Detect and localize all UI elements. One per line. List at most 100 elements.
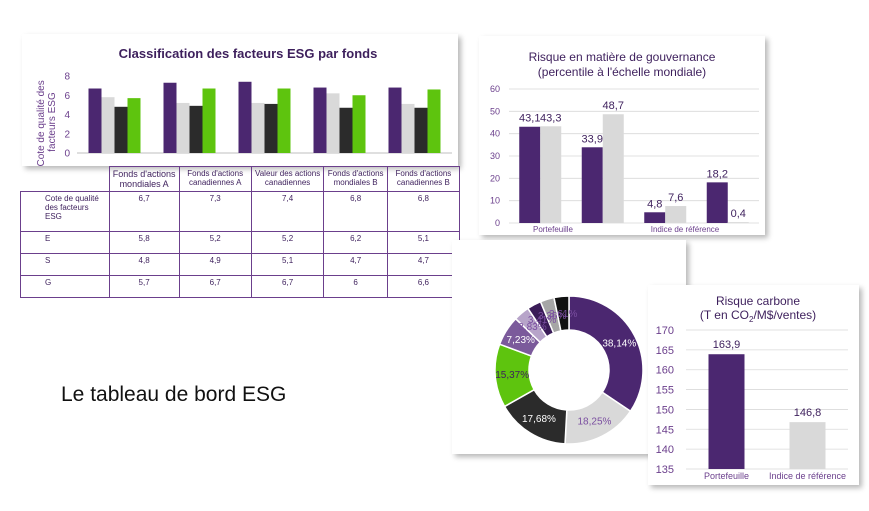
carbon-y-tick-label: 140 <box>656 444 674 456</box>
esg-bar <box>339 107 353 153</box>
carbon-y-tick-label: 165 <box>656 345 674 357</box>
esg-y-axis-label-line1: Cote de qualité des <box>36 80 47 166</box>
governance-bar <box>706 182 728 223</box>
esg-bar <box>202 88 216 153</box>
table-cell: 5,2 <box>178 231 252 254</box>
table-row-label: E <box>20 231 110 254</box>
table-header-row: Fonds d'actions mondiales A Fonds d'acti… <box>20 166 461 192</box>
donut-slice <box>568 295 644 413</box>
esg-bar <box>163 82 177 153</box>
donut-labels: 38,14% 18,25% 17,68% 15,37% 7,23% 3,83%3,41%3… <box>495 309 636 428</box>
table-cell: 5,2 <box>250 231 325 254</box>
esg-y-tick-label: 0 <box>64 149 70 160</box>
governance-y-tick-label: 30 <box>490 151 500 161</box>
table-cell: 5,7 <box>108 275 180 298</box>
governance-y-tick-label: 40 <box>490 129 500 139</box>
donut-label: 17,68% <box>522 414 556 425</box>
esg-bar <box>114 106 128 153</box>
table-row-label: S <box>20 253 110 276</box>
donut-label: 3,36% <box>538 311 566 322</box>
governance-bar <box>602 114 624 223</box>
governance-group-label: Portefeuille <box>533 225 574 234</box>
governance-y-tick-label: 10 <box>490 196 500 206</box>
governance-bar <box>644 212 666 223</box>
table-cell: 6,2 <box>323 231 388 254</box>
governance-risk-chart: Risque en matière de gouvernance (percen… <box>490 50 759 234</box>
esg-bar <box>251 102 265 153</box>
governance-risk-panel: Risque en matière de gouvernance (percen… <box>479 36 765 235</box>
allocation-donut-panel: 38,14% 18,25% 17,68% 15,37% 7,23% 3,83% 3,41% 3… <box>452 240 686 454</box>
governance-data-label: 43,3 <box>540 112 561 124</box>
table-corner <box>20 166 110 192</box>
esg-bar <box>388 87 402 153</box>
esg-data-table: Fonds d'actions mondiales A Fonds d'acti… <box>20 166 461 298</box>
esg-bar <box>176 102 190 153</box>
carbon-y-tick-label: 160 <box>656 365 674 377</box>
donut-label: 15,37% <box>495 370 529 381</box>
esg-bar <box>101 97 115 153</box>
table-cell: 5,1 <box>386 231 461 254</box>
esg-y-tick-label: 6 <box>64 91 70 102</box>
esg-y-axis-label: Cote de qualité des facteurs ESG <box>36 78 58 166</box>
table-cell: 4,7 <box>386 253 461 276</box>
carbon-risk-chart: Risque carbone (T en CO2/M$/ventes) 135 1… <box>656 294 848 481</box>
table-cell: 4,9 <box>178 253 252 276</box>
allocation-donut-chart: 38,14% 18,25% 17,68% 15,37% 7,23% 3,83%3,41%3… <box>494 295 644 445</box>
carbon-y-tick-label: 135 <box>656 464 674 476</box>
table-cell: 4,8 <box>108 253 180 276</box>
table-cell: 6,7 <box>178 275 252 298</box>
carbon-y-tick-label: 145 <box>656 424 674 436</box>
esg-bar <box>326 93 340 153</box>
esg-bar <box>238 81 252 153</box>
table-header-cell: Fonds d'actions canadiennes A <box>178 166 252 192</box>
table-row-label: G <box>20 275 110 298</box>
esg-bar <box>401 103 415 153</box>
donut-label: 38,14% <box>602 339 636 350</box>
esg-bar <box>127 98 141 153</box>
carbon-bar <box>708 354 745 469</box>
esg-bar <box>277 88 291 153</box>
dashboard-caption: Le tableau de bord ESG <box>61 383 287 406</box>
esg-classification-chart: Classification des facteurs ESG par fond… <box>36 46 452 166</box>
donut-slices <box>494 295 644 445</box>
governance-bar <box>727 222 749 223</box>
governance-data-label: 33,9 <box>582 133 603 145</box>
carbon-subtitle-pre: (T en CO <box>700 308 749 322</box>
esg-bar <box>414 107 428 153</box>
table-row: G 5,7 6,7 6,7 6 6,6 <box>20 275 461 298</box>
esg-y-tick-label: 8 <box>64 72 70 83</box>
governance-bars: 43,1 33,9 4,8 18,2 43,3 48,7 7,6 0,4 <box>519 100 749 223</box>
governance-group-label: Indice de référence <box>651 225 720 234</box>
carbon-data-label: 146,8 <box>794 407 822 419</box>
carbon-subtitle: (T en CO2/M$/ventes) <box>700 308 816 324</box>
esg-y-tick-label: 2 <box>64 129 70 140</box>
carbon-bars: 163,9 Portefeuille 146,8 Indice de référenc… <box>704 339 846 481</box>
carbon-category-label: Portefeuille <box>704 471 749 481</box>
table-cell: 6,8 <box>386 191 461 232</box>
table-cell: 6,7 <box>250 275 325 298</box>
table-cell: 6,6 <box>386 275 461 298</box>
governance-data-label: 43,1 <box>519 113 540 125</box>
carbon-risk-panel: Risque carbone (T en CO2/M$/ventes) 135 1… <box>648 285 859 485</box>
table-row: E 5,8 5,2 5,2 6,2 5,1 <box>20 231 461 254</box>
donut-label: 7,23% <box>507 335 535 346</box>
donut-label: 3,41% <box>528 315 556 326</box>
carbon-subtitle-post: /M$/ventes) <box>753 308 816 322</box>
table-cell: 7,4 <box>250 191 325 232</box>
governance-data-label: 48,7 <box>603 100 624 112</box>
governance-bar <box>581 147 603 223</box>
esg-chart-title: Classification des facteurs ESG par fond… <box>119 46 378 61</box>
governance-data-label: 7,6 <box>668 192 683 204</box>
esg-bar <box>264 103 278 153</box>
table-row: S 4,8 4,9 5,1 4,7 4,7 <box>20 253 461 276</box>
governance-data-label: 0,4 <box>731 208 746 220</box>
carbon-bar <box>789 422 826 469</box>
table-cell: 7,3 <box>178 191 252 232</box>
table-header-cell: Fonds d'actions canadiennes B <box>386 166 461 192</box>
table-header-cell: Fonds d'actions mondiales A <box>108 166 180 192</box>
table-cell: 4,7 <box>323 253 388 276</box>
governance-y-tick-label: 0 <box>495 218 500 228</box>
carbon-y-tick-label: 155 <box>656 385 674 397</box>
table-cell: 6 <box>323 275 388 298</box>
governance-bar <box>540 126 562 223</box>
